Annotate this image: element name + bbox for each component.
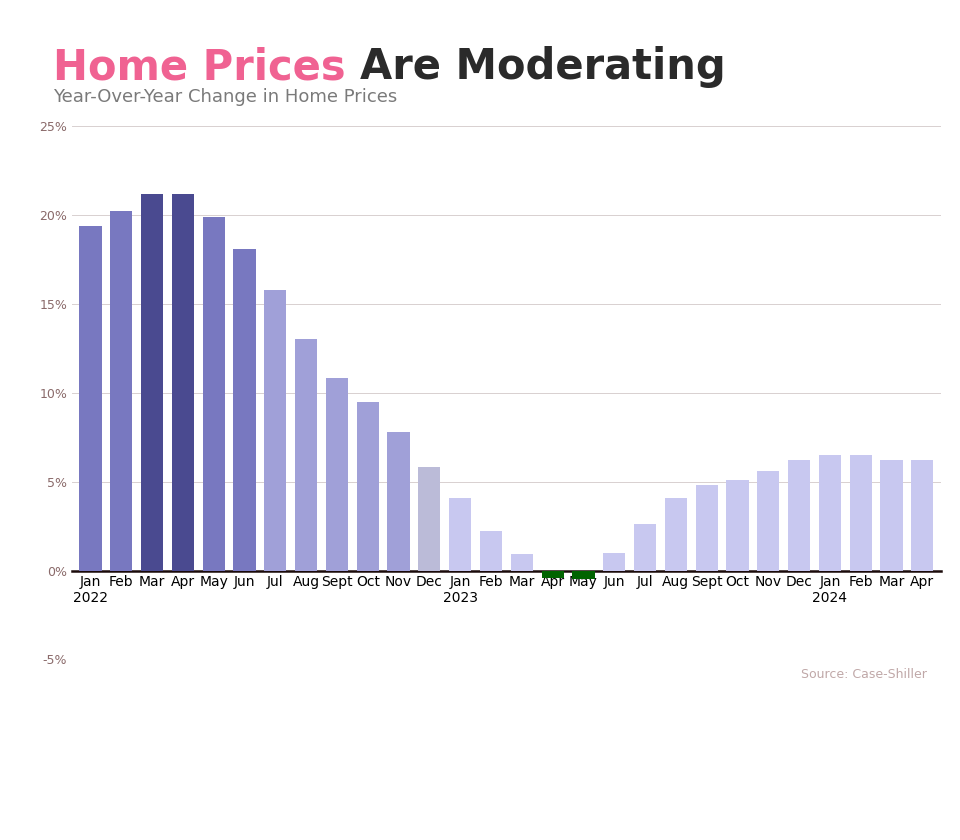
Bar [480,532,502,570]
Bar [541,570,564,578]
Text: Year-Over-Year Change in Home Prices: Year-Over-Year Change in Home Prices [53,88,397,106]
Bar [325,379,348,570]
Bar [696,486,718,570]
Text: 619-736-7003: 619-736-7003 [398,741,562,761]
Bar [664,497,687,570]
Bar [264,290,286,570]
Bar [911,460,933,570]
Bar [419,467,441,570]
Text: Are Moderating: Are Moderating [360,46,726,88]
Bar [727,480,749,570]
Bar [357,402,379,570]
Bar [449,497,471,570]
Bar [511,554,533,570]
Text: McT Real Estate Group: McT Real Estate Group [149,741,416,761]
Bar [603,553,625,570]
Bar [634,524,656,570]
Bar [295,339,317,570]
Bar [572,570,594,580]
Bar [819,455,841,570]
Bar [141,193,163,570]
Text: EQUAL
HOUSING
OPPORTUNITY: EQUAL HOUSING OPPORTUNITY [741,796,795,826]
Text: R: R [862,753,885,781]
Bar [388,432,410,570]
Bar [203,217,225,570]
Text: Big Block Realty, Inc: Big Block Realty, Inc [149,790,388,811]
Text: Source: Case-Shiller: Source: Case-Shiller [801,668,926,680]
Bar [110,212,132,570]
Text: REALTOR®: REALTOR® [849,806,899,816]
Bar [788,460,810,570]
Bar [80,226,102,570]
Bar [233,249,255,570]
Bar [757,471,780,570]
Text: mctrealestategroup.com: mctrealestategroup.com [335,790,625,811]
Text: ⌂: ⌂ [760,755,776,779]
Bar [850,455,872,570]
Text: Home Prices: Home Prices [53,46,360,88]
Bar [172,193,194,570]
Bar [880,460,902,570]
